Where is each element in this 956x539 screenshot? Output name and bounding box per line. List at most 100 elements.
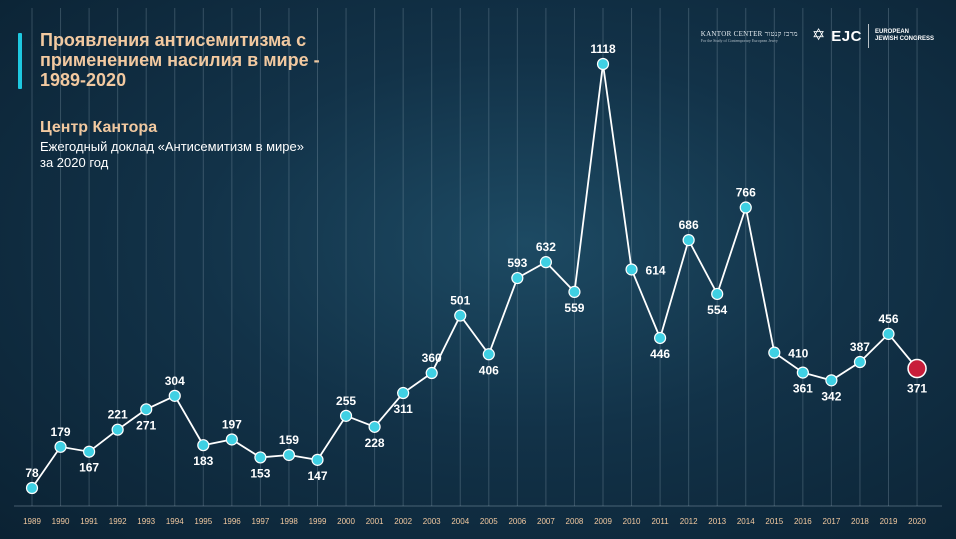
x-tick-label: 2003 bbox=[423, 517, 441, 526]
data-point bbox=[397, 386, 410, 400]
x-tick-label: 2004 bbox=[451, 517, 469, 526]
x-tick-label: 2001 bbox=[366, 517, 384, 526]
data-point bbox=[511, 271, 524, 285]
data-point bbox=[768, 346, 781, 359]
data-label: 614 bbox=[646, 263, 666, 277]
data-label: 371 bbox=[907, 382, 927, 396]
x-tick-label: 2012 bbox=[680, 517, 698, 526]
data-point bbox=[653, 331, 667, 345]
data-point bbox=[54, 440, 67, 453]
data-label: 147 bbox=[307, 469, 327, 483]
data-label: 221 bbox=[108, 408, 128, 422]
data-point bbox=[682, 234, 695, 247]
star-icon: ✡ bbox=[811, 27, 826, 44]
data-point bbox=[853, 355, 867, 369]
x-tick-label: 2007 bbox=[537, 517, 555, 526]
data-point bbox=[454, 309, 467, 322]
x-tick-label: 1998 bbox=[280, 517, 298, 526]
data-label: 255 bbox=[336, 394, 356, 408]
data-point bbox=[197, 439, 210, 452]
x-tick-label: 1994 bbox=[166, 517, 184, 526]
data-label: 304 bbox=[165, 374, 185, 388]
data-label: 387 bbox=[850, 340, 870, 354]
x-tick-label: 1996 bbox=[223, 517, 241, 526]
x-tick-label: 2002 bbox=[394, 517, 412, 526]
data-point bbox=[82, 445, 96, 458]
data-point bbox=[254, 451, 267, 464]
source-title: Центр Кантора bbox=[40, 119, 158, 136]
data-label: 559 bbox=[564, 301, 584, 315]
x-tick-label: 2005 bbox=[480, 517, 498, 526]
data-point-highlight bbox=[907, 358, 927, 379]
x-tick-label: 1990 bbox=[52, 517, 70, 526]
ejc-full-name: EUROPEAN JEWISH CONGRESS bbox=[874, 29, 934, 42]
data-label: 271 bbox=[136, 418, 156, 432]
data-label: 183 bbox=[193, 454, 213, 468]
data-label: 446 bbox=[650, 347, 670, 361]
data-point bbox=[882, 327, 895, 340]
x-tick-label: 2006 bbox=[508, 517, 526, 526]
x-tick-label: 2010 bbox=[623, 517, 641, 526]
data-label: 197 bbox=[222, 417, 242, 431]
data-point bbox=[739, 201, 752, 214]
x-tick-label: 2019 bbox=[880, 517, 898, 526]
data-point bbox=[168, 389, 181, 402]
grid-layer bbox=[14, 8, 942, 507]
data-label: 311 bbox=[393, 402, 413, 416]
data-label: 1118 bbox=[590, 42, 616, 56]
data-point bbox=[625, 263, 638, 276]
point-layer bbox=[25, 57, 927, 495]
data-point bbox=[482, 348, 495, 361]
logos: KANTOR CENTER מרכז קנטור For the Study o… bbox=[701, 22, 934, 50]
data-point bbox=[282, 448, 296, 462]
kantor-logo-sub: For the Study of Contemporary European J… bbox=[700, 37, 778, 43]
data-label: 593 bbox=[507, 256, 527, 270]
data-label: 410 bbox=[788, 347, 808, 361]
tick-layer: 1989 1990 1991 1992 1993 1994 1995 1996 1997 1998… bbox=[23, 517, 926, 526]
chart-title: Проявления антисемитизма с применением н… bbox=[40, 30, 320, 90]
data-point bbox=[825, 374, 838, 387]
x-tick-label: 1997 bbox=[252, 517, 270, 526]
data-label: 360 bbox=[422, 351, 442, 365]
x-tick-label: 2016 bbox=[794, 517, 812, 526]
line-layer bbox=[31, 63, 918, 489]
x-tick-label: 1991 bbox=[80, 517, 98, 526]
data-point bbox=[711, 287, 724, 301]
kantor-center-logo: KANTOR CENTER מרכז קנטור For the Study o… bbox=[701, 30, 798, 43]
label-layer: 78 179 167 221 271 304 183 197 153 159 147 255 228 31… bbox=[25, 42, 927, 483]
data-label: 632 bbox=[536, 240, 556, 254]
x-tick-label: 2011 bbox=[651, 517, 669, 526]
x-tick-label: 1993 bbox=[137, 517, 155, 526]
x-tick-label: 2008 bbox=[566, 517, 584, 526]
data-point bbox=[140, 403, 153, 416]
logo-divider bbox=[867, 24, 869, 48]
data-point bbox=[596, 57, 610, 71]
ejc-logo: ✡ EJC EUROPEAN JEWISH CONGRESS bbox=[812, 24, 934, 48]
data-label: 766 bbox=[736, 186, 756, 200]
x-tick-label: 2020 bbox=[908, 517, 926, 526]
kantor-logo-label: KANTOR CENTER מרכז קנטור bbox=[700, 29, 798, 38]
title-accent-bar bbox=[18, 33, 22, 89]
data-label: 167 bbox=[79, 461, 99, 475]
x-tick-label: 2018 bbox=[851, 517, 869, 526]
series-line bbox=[31, 63, 918, 489]
data-point bbox=[796, 366, 809, 379]
data-label: 456 bbox=[878, 312, 898, 326]
ejc-short: EJC bbox=[831, 27, 862, 45]
data-label: 501 bbox=[450, 294, 470, 308]
data-point bbox=[339, 409, 353, 422]
data-point bbox=[539, 256, 553, 269]
x-tick-label: 1992 bbox=[109, 517, 127, 526]
data-label: 361 bbox=[793, 382, 813, 396]
data-label: 78 bbox=[25, 466, 39, 480]
x-tick-label: 1989 bbox=[23, 517, 41, 526]
x-tick-label: 2013 bbox=[708, 517, 726, 526]
x-tick-label: 2000 bbox=[337, 517, 355, 526]
data-label: 153 bbox=[250, 466, 270, 480]
data-point bbox=[311, 453, 324, 466]
x-tick-label: 1995 bbox=[194, 517, 212, 526]
data-label: 228 bbox=[365, 436, 385, 450]
data-point bbox=[111, 423, 124, 436]
data-label: 342 bbox=[821, 389, 841, 403]
